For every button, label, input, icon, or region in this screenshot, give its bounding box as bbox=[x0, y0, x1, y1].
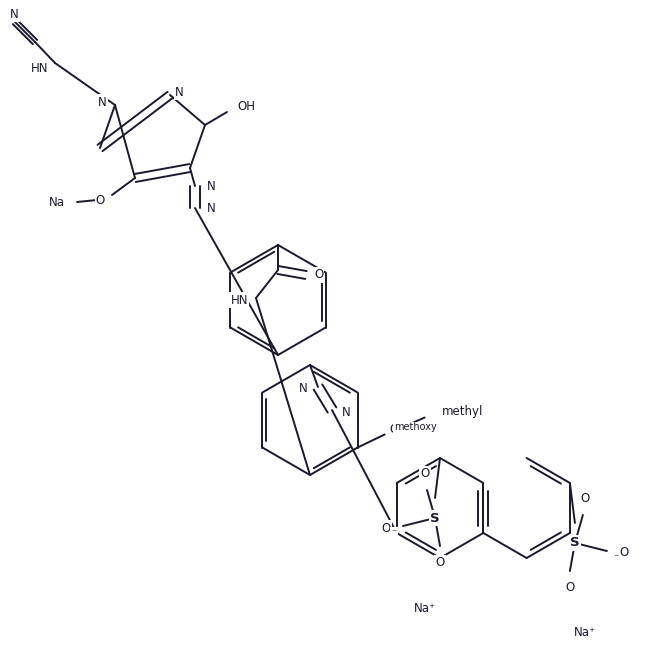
Text: N: N bbox=[175, 86, 184, 98]
Text: OH: OH bbox=[237, 100, 255, 113]
Text: ⁻: ⁻ bbox=[613, 553, 619, 563]
Text: O: O bbox=[389, 423, 399, 436]
Text: N: N bbox=[207, 181, 215, 193]
Text: ⁻: ⁻ bbox=[391, 528, 397, 538]
Text: O: O bbox=[420, 467, 430, 480]
Text: methyl: methyl bbox=[442, 405, 483, 418]
Text: O: O bbox=[96, 193, 105, 206]
Text: S: S bbox=[570, 536, 580, 550]
Text: N: N bbox=[10, 7, 19, 20]
Text: HN: HN bbox=[30, 62, 48, 75]
Text: Na: Na bbox=[49, 195, 65, 208]
Text: O: O bbox=[565, 581, 574, 594]
Text: N: N bbox=[207, 202, 215, 215]
Text: HN: HN bbox=[231, 293, 248, 307]
Text: O: O bbox=[382, 521, 391, 534]
Text: S: S bbox=[430, 512, 440, 525]
Text: Na⁺: Na⁺ bbox=[414, 601, 436, 614]
Text: O: O bbox=[619, 546, 628, 559]
Text: N: N bbox=[299, 383, 308, 396]
Text: N: N bbox=[342, 405, 351, 419]
Text: O: O bbox=[436, 556, 445, 569]
Text: O: O bbox=[580, 492, 590, 505]
Text: O: O bbox=[314, 269, 323, 282]
Text: Na⁺: Na⁺ bbox=[574, 626, 596, 639]
Text: methoxy: methoxy bbox=[394, 422, 436, 432]
Text: N: N bbox=[98, 96, 107, 109]
